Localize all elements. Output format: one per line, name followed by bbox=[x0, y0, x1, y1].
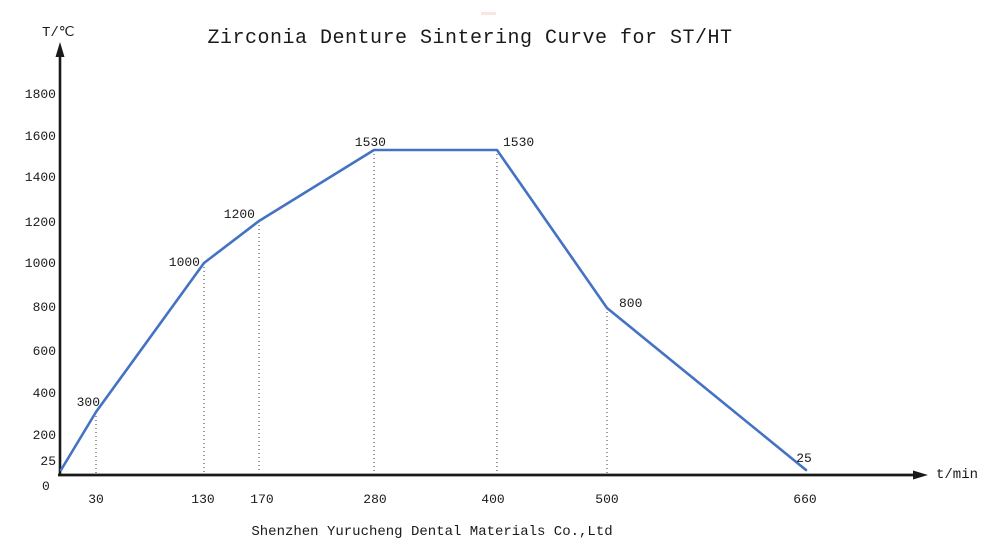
x-tick-130: 130 bbox=[191, 492, 214, 507]
sintering-curve-line bbox=[59, 148, 808, 472]
y-tick-25: 25 bbox=[40, 454, 56, 469]
company-footer: Shenzhen Yurucheng Dental Materials Co.,… bbox=[251, 524, 613, 540]
y-tick-800: 800 bbox=[33, 300, 56, 315]
y-tick-1600: 1600 bbox=[25, 129, 56, 144]
point-label-280min: 1530 bbox=[355, 135, 386, 150]
y-tick-400: 400 bbox=[33, 386, 56, 401]
point-label-500min: 800 bbox=[619, 296, 642, 311]
point-label-400min: 1530 bbox=[503, 135, 534, 150]
red-mark bbox=[481, 12, 496, 15]
y-axis-unit-label: T/℃ bbox=[42, 25, 75, 41]
point-label-170min: 1200 bbox=[224, 207, 255, 222]
x-tick-500: 500 bbox=[595, 492, 618, 507]
x-axis-arrow-icon bbox=[913, 470, 928, 480]
x-tick-280: 280 bbox=[363, 492, 386, 507]
y-tick-200: 200 bbox=[33, 428, 56, 443]
point-label-30min: 300 bbox=[77, 395, 100, 410]
x-tick-400: 400 bbox=[481, 492, 504, 507]
y-tick-600: 600 bbox=[33, 344, 56, 359]
y-tick-1800: 1800 bbox=[25, 87, 56, 102]
x-tick-30: 30 bbox=[88, 492, 104, 507]
chart-title: Zirconia Denture Sintering Curve for ST/… bbox=[207, 27, 733, 50]
y-axis-arrow-icon bbox=[55, 42, 65, 57]
x-axis-unit-label: t/min bbox=[936, 467, 979, 483]
y-tick-1400: 1400 bbox=[25, 170, 56, 185]
y-tick-1000: 1000 bbox=[25, 256, 56, 271]
point-label-660min: 25 bbox=[796, 451, 812, 466]
point-label-130min: 1000 bbox=[169, 255, 200, 270]
origin-zero-label: 0 bbox=[42, 479, 50, 494]
y-tick-1200: 1200 bbox=[25, 215, 56, 230]
x-tick-170: 170 bbox=[250, 492, 273, 507]
x-tick-660: 660 bbox=[793, 492, 816, 507]
